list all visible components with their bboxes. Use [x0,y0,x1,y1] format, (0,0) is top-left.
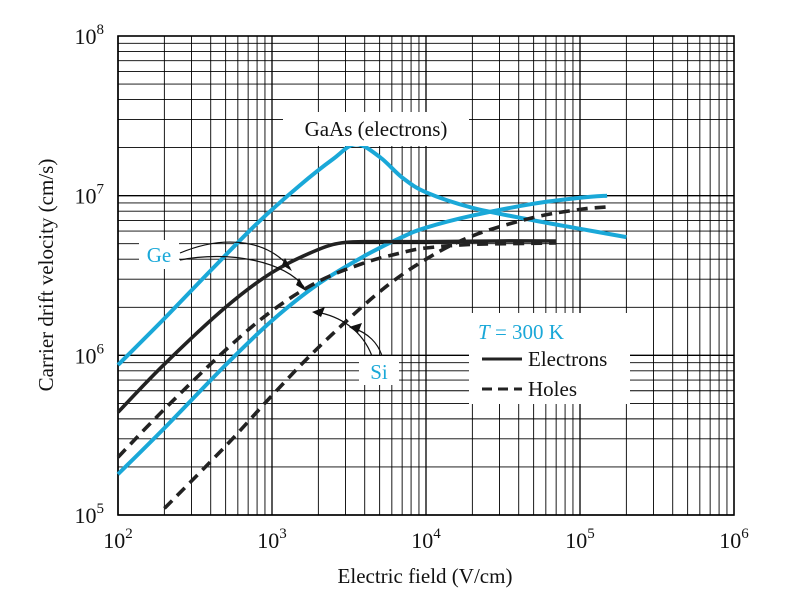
y-tick-base: 10 [75,184,97,209]
y-tick-exponent: 6 [97,341,105,357]
x-tick-exponent: 4 [433,526,441,542]
series-si-holes [163,205,608,510]
x-tick-label: 102 [103,526,133,553]
ge-arrow-holes [179,255,305,288]
y-tick-label: 108 [75,22,105,49]
annotation-gaas-bg [283,112,469,146]
x-tick-exponent: 3 [279,526,287,542]
legend-temperature-value: = 300 K [490,320,564,344]
y-tick-base: 10 [75,24,97,49]
grid [117,36,734,516]
x-tick-exponent: 2 [125,526,133,542]
legend-holes-label: Holes [528,377,577,401]
y-tick-exponent: 8 [97,22,105,38]
x-tick-base: 10 [411,528,433,553]
plot-frame [117,35,735,516]
legend-temperature: T = 300 K [478,320,564,344]
series-layer [116,142,627,510]
x-tick-base: 10 [565,528,587,553]
y-tick-base: 10 [75,343,97,368]
si-arrowhead-electrons [312,307,325,317]
x-tick-label: 103 [257,526,287,553]
x-axis-label: Electric field (V/cm) [338,564,513,588]
annotation-ge-text: Ge [147,243,172,267]
legend-electrons-label: Electrons [528,347,607,371]
ge-arrowhead-electrons [282,258,292,271]
x-tick-label: 106 [719,526,749,553]
si-arrow-electrons [315,311,373,357]
legend: T = 300 K Electrons Holes [469,313,630,404]
y-axis-label: Carrier drift velocity (cm/s) [34,159,58,392]
x-tick-exponent: 5 [587,526,595,542]
annotation-si-bg [359,356,399,385]
x-tick-base: 10 [257,528,279,553]
y-tick-label: 106 [75,341,105,368]
y-tick-label: 105 [75,501,105,528]
x-tick-label: 104 [411,526,441,553]
annotation-si: Si [312,307,399,385]
x-tick-base: 10 [719,528,741,553]
annotation-gaas-text: GaAs (electrons) [305,117,448,141]
series-ge-holes [116,241,557,459]
annotation-ge: Ge [139,240,306,291]
y-tick-label: 107 [75,182,105,209]
annotation-gaas: GaAs (electrons) [283,112,469,146]
ge-arrowhead-holes [296,278,306,291]
x-tick-base: 10 [103,528,125,553]
y-tick-exponent: 7 [97,182,105,198]
y-tick-exponent: 5 [97,501,105,517]
legend-temperature-symbol: T [478,320,491,344]
x-tick-exponent: 6 [741,526,749,542]
x-tick-label: 105 [565,526,595,553]
ge-arrow-electrons [179,241,291,269]
si-arrowhead-holes [349,323,362,333]
series-si-electrons [116,193,608,476]
annotation-ge-bg [139,240,179,269]
annotation-si-text: Si [370,360,388,384]
y-tick-base: 10 [75,503,97,528]
